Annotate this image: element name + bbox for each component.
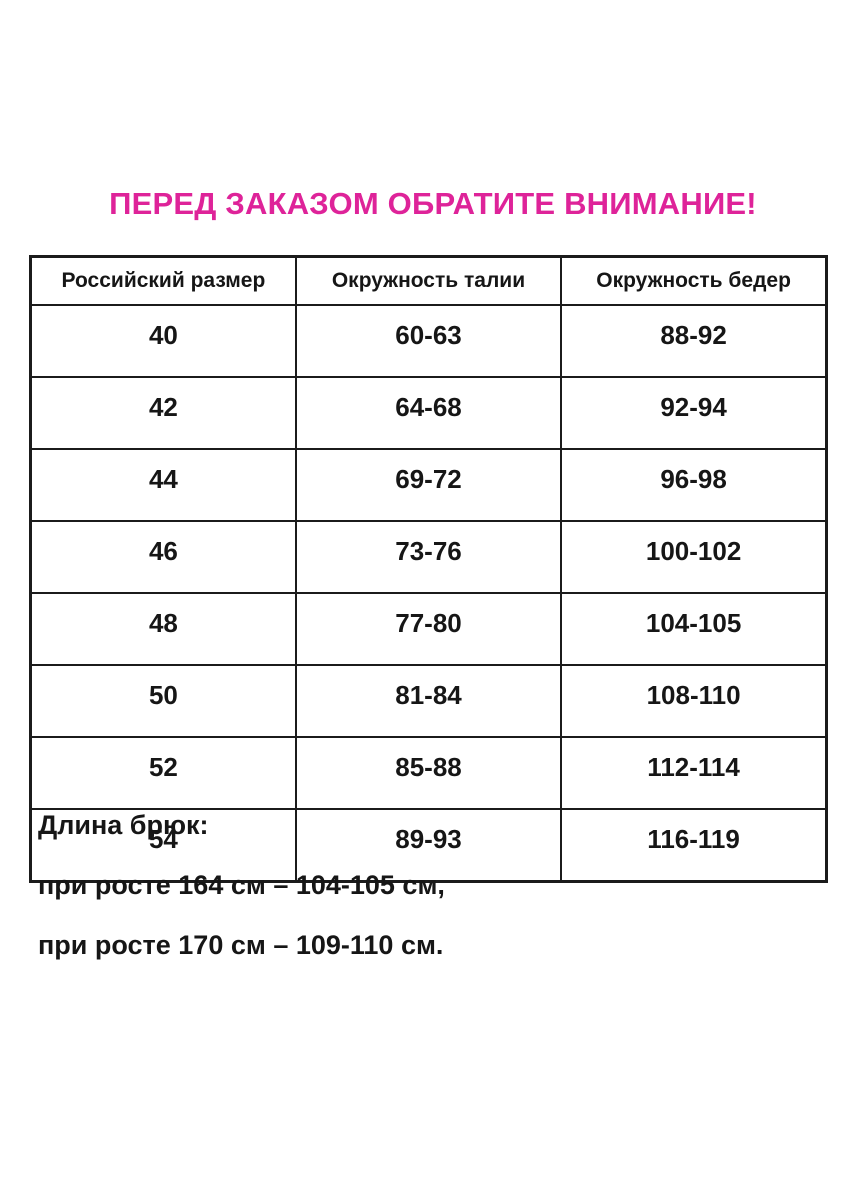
cell-waist: 64-68 xyxy=(294,376,563,450)
cell-size: 50 xyxy=(29,664,297,738)
cell-hips: 104-105 xyxy=(560,592,828,666)
cell-hips: 92-94 xyxy=(560,376,828,450)
cell-hips: 112-114 xyxy=(560,736,828,810)
cell-size: 40 xyxy=(29,304,297,378)
pants-length-note-164: при росте 164 см – 104-105 см, xyxy=(38,870,445,900)
cell-hips: 88-92 xyxy=(560,304,828,378)
size-table: Российский размер Окружность талии Окруж… xyxy=(29,255,828,883)
cell-waist: 81-84 xyxy=(294,664,563,738)
page-title: ПЕРЕД ЗАКАЗОМ ОБРАТИТЕ ВНИМАНИЕ! xyxy=(109,186,757,221)
cell-waist: 85-88 xyxy=(294,736,563,810)
table-row: 44 69-72 96-98 xyxy=(29,448,828,522)
table-row: 52 85-88 112-114 xyxy=(29,736,828,810)
cell-size: 42 xyxy=(29,376,297,450)
cell-hips: 108-110 xyxy=(560,664,828,738)
cell-size: 54 xyxy=(29,808,297,883)
cell-size: 44 xyxy=(29,448,297,522)
table-row: 40 60-63 88-92 xyxy=(29,304,828,378)
cell-waist: 60-63 xyxy=(294,304,563,378)
cell-size: 46 xyxy=(29,520,297,594)
col-header-russian-size: Российский размер xyxy=(29,255,297,306)
cell-size: 48 xyxy=(29,592,297,666)
cell-hips: 96-98 xyxy=(560,448,828,522)
cell-waist: 69-72 xyxy=(294,448,563,522)
table-row: 42 64-68 92-94 xyxy=(29,376,828,450)
table-row: 46 73-76 100-102 xyxy=(29,520,828,594)
cell-waist: 73-76 xyxy=(294,520,563,594)
table-row: 50 81-84 108-110 xyxy=(29,664,828,738)
table-header-row: Российский размер Окружность талии Окруж… xyxy=(29,255,828,306)
cell-size: 52 xyxy=(29,736,297,810)
col-header-waist: Окружность талии xyxy=(294,255,563,306)
cell-waist: 77-80 xyxy=(294,592,563,666)
col-header-hips: Окружность бедер xyxy=(560,255,828,306)
table-row: 54 89-93 116-119 xyxy=(29,808,828,883)
cell-waist: 89-93 xyxy=(294,808,563,883)
pants-length-note-170: при росте 170 см – 109-110 см. xyxy=(38,930,444,960)
cell-hips: 100-102 xyxy=(560,520,828,594)
cell-hips: 116-119 xyxy=(560,808,828,883)
pants-length-heading: Длина брюк: xyxy=(38,810,209,840)
table-row: 48 77-80 104-105 xyxy=(29,592,828,666)
